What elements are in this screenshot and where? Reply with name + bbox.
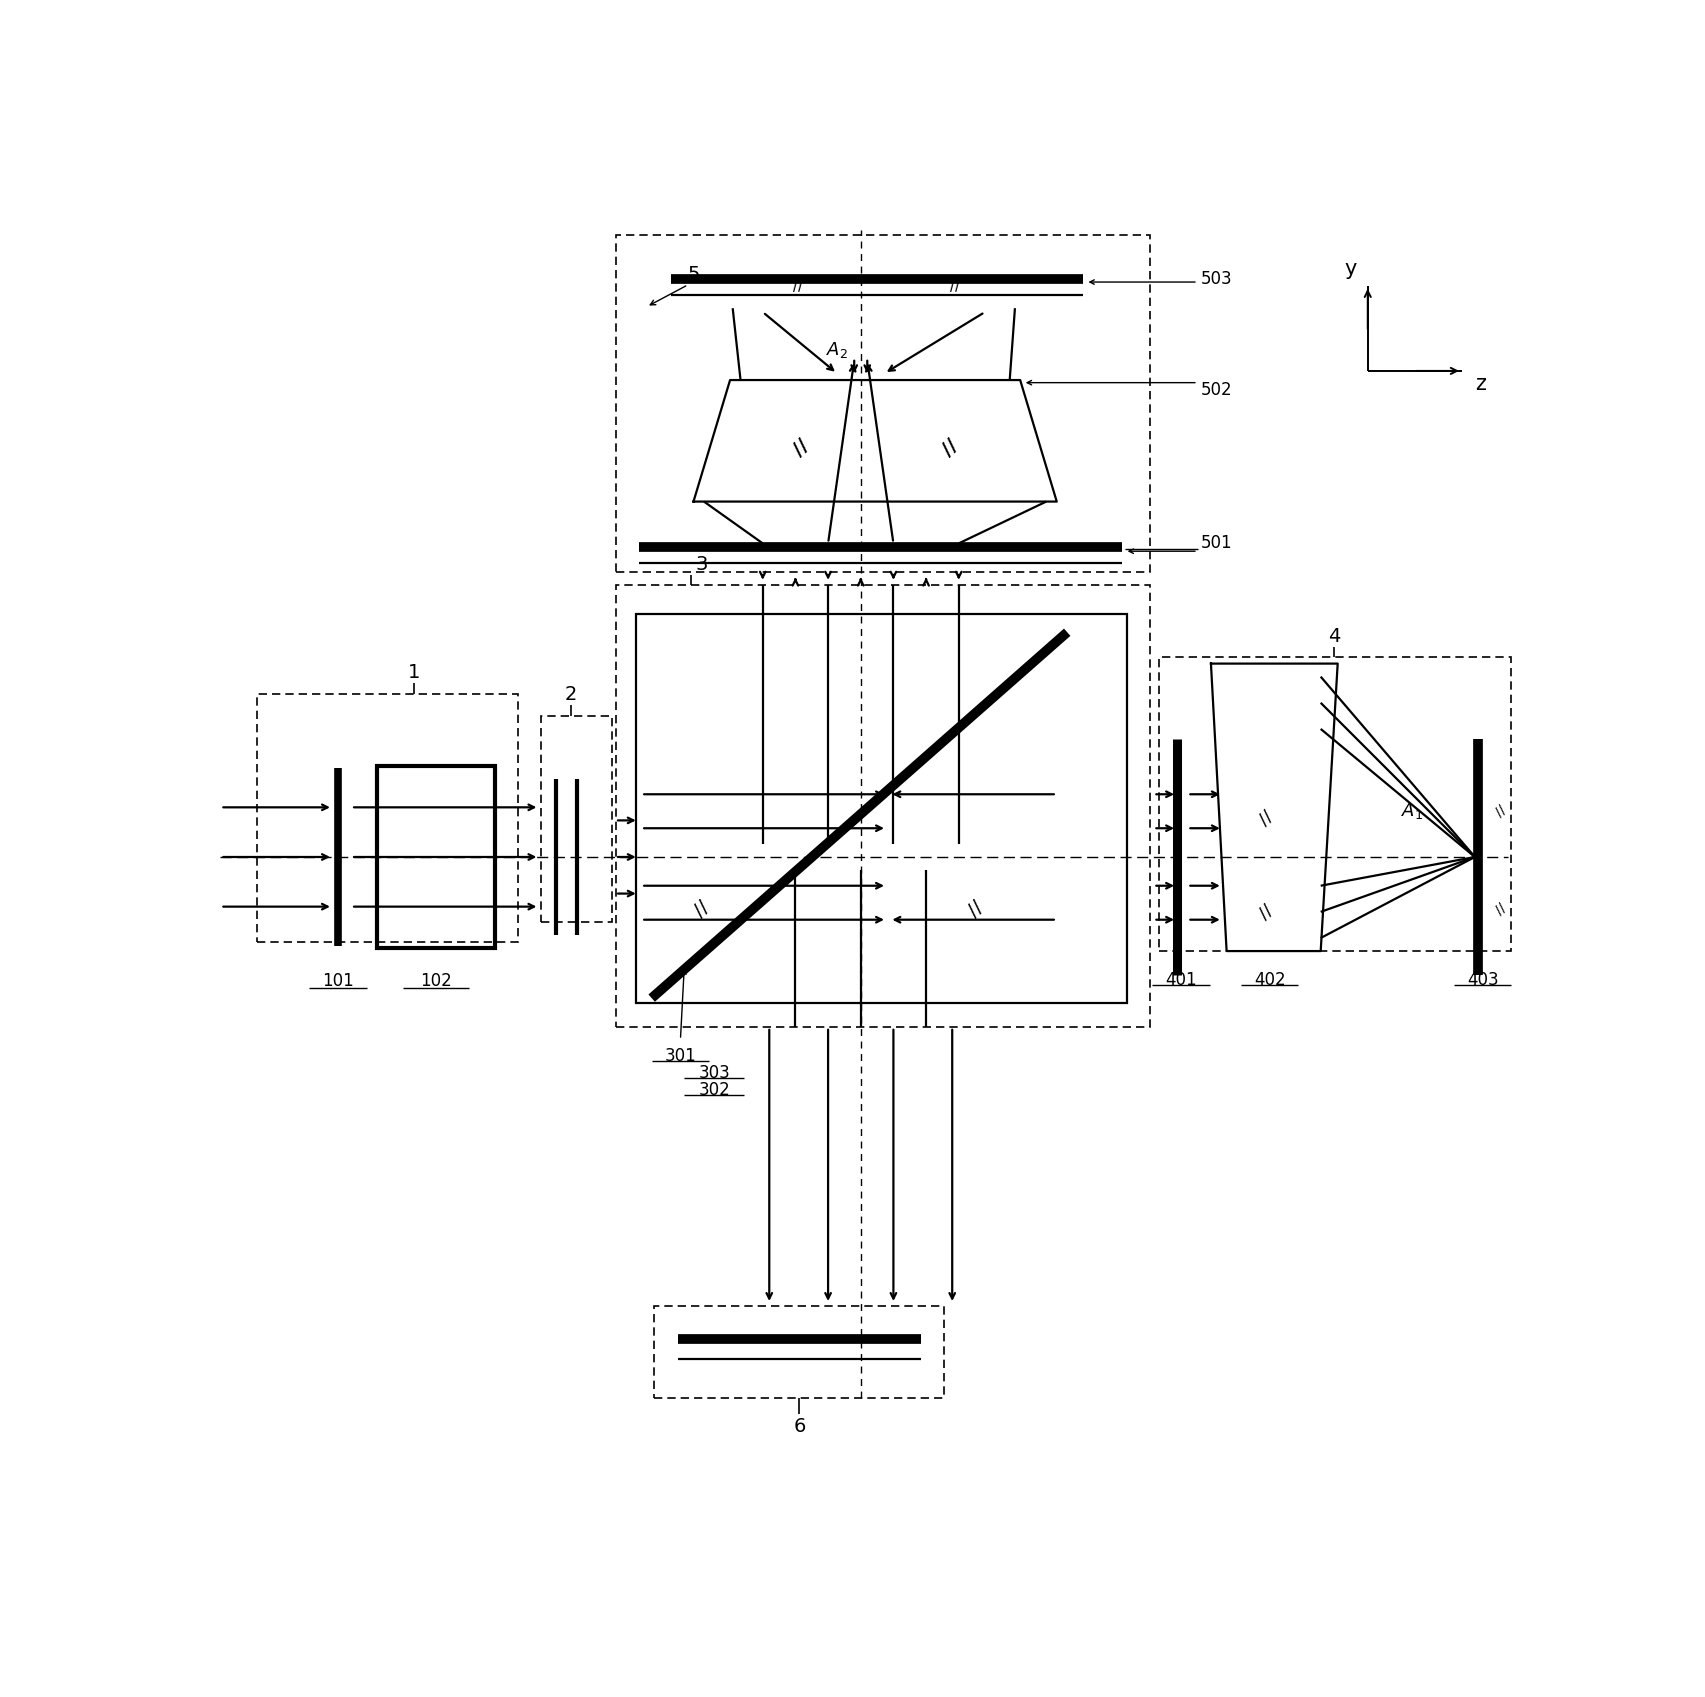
Text: 403: 403 [1466, 971, 1499, 989]
Bar [377, 765, 494, 949]
Text: 5: 5 [687, 265, 699, 283]
Bar [636, 614, 1127, 1003]
Text: $A_2$: $A_2$ [827, 339, 847, 360]
Text: //: // [1255, 901, 1277, 923]
Text: 101: 101 [322, 972, 355, 989]
Text: 2: 2 [564, 686, 576, 704]
Text: 501: 501 [1200, 535, 1233, 553]
Text: 302: 302 [699, 1081, 730, 1098]
Text: 503: 503 [1200, 270, 1233, 288]
Bar [1159, 657, 1511, 950]
Text: 1: 1 [407, 664, 419, 682]
Text: z: z [1475, 373, 1485, 394]
Text: 102: 102 [419, 972, 452, 989]
Text: //: // [793, 278, 803, 294]
Text: 4: 4 [1328, 626, 1340, 645]
Text: //: // [1494, 803, 1509, 820]
Text: //: // [1494, 901, 1509, 918]
Text: 301: 301 [665, 1047, 696, 1064]
Bar [257, 694, 518, 942]
Text: 303: 303 [699, 1064, 730, 1081]
Text: //: // [950, 278, 960, 294]
Text: //: // [691, 898, 713, 921]
Text: 402: 402 [1253, 971, 1286, 989]
Text: //: // [965, 898, 987, 921]
Text: $A_1$: $A_1$ [1402, 801, 1424, 821]
Bar [617, 585, 1149, 1027]
Text: //: // [789, 436, 812, 460]
Bar [617, 234, 1149, 572]
Text: 6: 6 [793, 1417, 805, 1436]
Bar [655, 1307, 945, 1398]
Text: //: // [1255, 808, 1277, 828]
Text: 3: 3 [696, 555, 708, 574]
Text: //: // [938, 436, 962, 460]
Text: y: y [1345, 260, 1357, 278]
Bar [540, 716, 612, 923]
Text: 401: 401 [1165, 971, 1197, 989]
Text: 502: 502 [1200, 382, 1233, 399]
